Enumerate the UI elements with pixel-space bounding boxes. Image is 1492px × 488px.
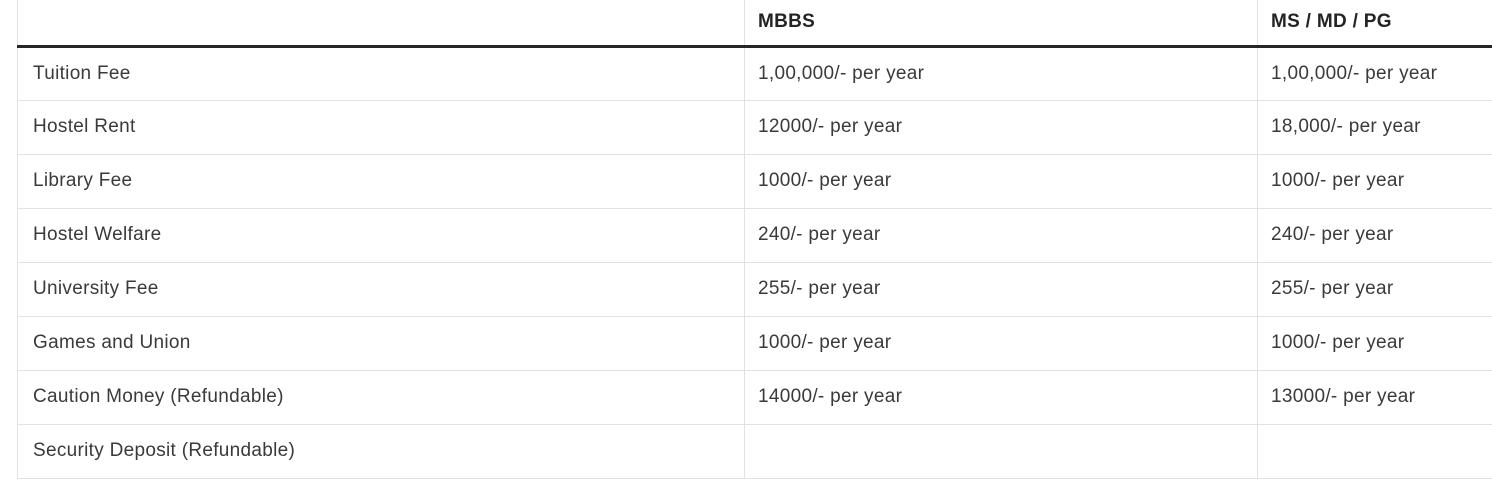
table-row: University Fee 255/- per year 255/- per … bbox=[17, 262, 1492, 317]
table-row: Tuition Fee 1,00,000/- per year 1,00,000… bbox=[17, 46, 1492, 101]
table-row: Games and Union 1000/- per year 1000/- p… bbox=[17, 316, 1492, 371]
fee-item-label: University Fee bbox=[17, 262, 745, 317]
fee-mbbs-value: 240/- per year bbox=[744, 208, 1258, 263]
header-mbbs-column: MBBS bbox=[744, 0, 1258, 48]
fee-structure-table: MBBS MS / MD / PG Tuition Fee 1,00,000/-… bbox=[17, 0, 1492, 479]
fee-ms-md-pg-value: 1000/- per year bbox=[1257, 316, 1492, 371]
fee-item-label: Library Fee bbox=[17, 154, 745, 209]
table-row: Hostel Rent 12000/- per year 18,000/- pe… bbox=[17, 100, 1492, 155]
fee-ms-md-pg-value: 13000/- per year bbox=[1257, 370, 1492, 425]
fee-item-label: Games and Union bbox=[17, 316, 745, 371]
fee-mbbs-value bbox=[744, 424, 1258, 479]
header-row: MBBS MS / MD / PG bbox=[17, 0, 1492, 48]
fee-ms-md-pg-value: 1000/- per year bbox=[1257, 154, 1492, 209]
fee-mbbs-value: 12000/- per year bbox=[744, 100, 1258, 155]
header-ms-md-pg-column: MS / MD / PG bbox=[1257, 0, 1492, 48]
fee-item-label: Hostel Rent bbox=[17, 100, 745, 155]
fee-ms-md-pg-value: 255/- per year bbox=[1257, 262, 1492, 317]
fee-mbbs-value: 1000/- per year bbox=[744, 154, 1258, 209]
fee-ms-md-pg-value: 240/- per year bbox=[1257, 208, 1492, 263]
fee-item-label: Tuition Fee bbox=[17, 46, 745, 101]
header-item-column bbox=[17, 0, 745, 48]
fee-mbbs-value: 255/- per year bbox=[744, 262, 1258, 317]
fee-table-body: Tuition Fee 1,00,000/- per year 1,00,000… bbox=[17, 46, 1492, 479]
fee-ms-md-pg-value: 1,00,000/- per year bbox=[1257, 46, 1492, 101]
fee-ms-md-pg-value bbox=[1257, 424, 1492, 479]
table-row: Library Fee 1000/- per year 1000/- per y… bbox=[17, 154, 1492, 209]
table-row: Hostel Welfare 240/- per year 240/- per … bbox=[17, 208, 1492, 263]
fee-mbbs-value: 1,00,000/- per year bbox=[744, 46, 1258, 101]
fee-mbbs-value: 1000/- per year bbox=[744, 316, 1258, 371]
table-row: Security Deposit (Refundable) bbox=[17, 424, 1492, 479]
table-row: Caution Money (Refundable) 14000/- per y… bbox=[17, 370, 1492, 425]
fee-item-label: Caution Money (Refundable) bbox=[17, 370, 745, 425]
fee-item-label: Security Deposit (Refundable) bbox=[17, 424, 745, 479]
fee-ms-md-pg-value: 18,000/- per year bbox=[1257, 100, 1492, 155]
fee-mbbs-value: 14000/- per year bbox=[744, 370, 1258, 425]
fee-item-label: Hostel Welfare bbox=[17, 208, 745, 263]
